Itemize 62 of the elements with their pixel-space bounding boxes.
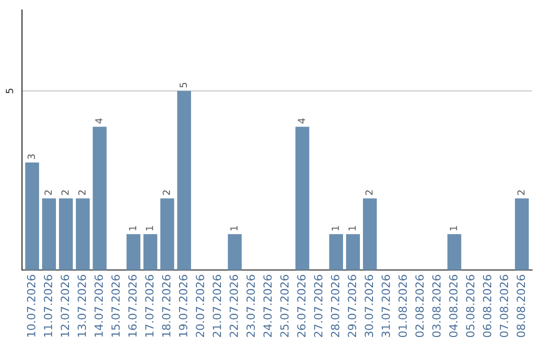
bar bbox=[329, 234, 344, 270]
x-tick-label: 29.07.2026 bbox=[348, 274, 356, 337]
bar bbox=[295, 126, 310, 270]
x-tick-label: 12.07.2026 bbox=[60, 274, 70, 337]
bar bbox=[228, 234, 242, 270]
x-tick-label: 05.08.2026 bbox=[466, 274, 474, 338]
bar bbox=[346, 234, 360, 270]
x-tick-label: 22.07.2026 bbox=[230, 274, 238, 337]
data-label: 3 bbox=[28, 154, 35, 160]
data-label: 2 bbox=[44, 190, 52, 195]
data-label: 2 bbox=[517, 190, 525, 195]
data-label: 5 bbox=[180, 82, 187, 88]
bar bbox=[42, 198, 56, 270]
data-label: 1 bbox=[332, 226, 339, 230]
x-tick-label: 02.08.2026 bbox=[415, 274, 424, 338]
x-tick-label: 06.08.2026 bbox=[482, 274, 492, 338]
x-tick-label: 03.08.2026 bbox=[432, 274, 441, 338]
x-tick-label: 15.07.2026 bbox=[111, 274, 120, 337]
x-tick-label: 21.07.2026 bbox=[212, 274, 222, 337]
bar bbox=[143, 234, 158, 270]
x-tick-label: 16.07.2026 bbox=[128, 274, 137, 337]
x-tick-label: 18.07.2026 bbox=[162, 274, 170, 337]
bar bbox=[92, 126, 107, 270]
data-label: 1 bbox=[450, 226, 457, 230]
bar bbox=[177, 90, 192, 270]
data-label: 2 bbox=[78, 190, 86, 195]
data-label: 2 bbox=[162, 190, 170, 195]
x-tick-label: 24.07.2026 bbox=[263, 274, 272, 337]
x-tick-label: 26.07.2026 bbox=[297, 274, 306, 337]
data-label: 4 bbox=[95, 118, 102, 124]
x-tick-label: 27.07.2026 bbox=[314, 274, 322, 337]
data-label: 1 bbox=[129, 226, 136, 230]
x-tick-label: 11.07.2026 bbox=[44, 274, 52, 337]
x-tick-label: 10.07.2026 bbox=[26, 274, 36, 337]
bar bbox=[514, 198, 529, 270]
x-tick-label: 23.07.2026 bbox=[246, 274, 255, 337]
bar bbox=[58, 198, 73, 270]
x-tick-label: 20.07.2026 bbox=[196, 274, 204, 337]
bar bbox=[160, 198, 174, 270]
data-label: 1 bbox=[348, 226, 356, 230]
data-label: 2 bbox=[61, 190, 69, 195]
data-label: 1 bbox=[230, 226, 238, 230]
x-tick-label: 01.08.2026 bbox=[398, 274, 407, 338]
x-tick-label: 13.07.2026 bbox=[78, 274, 86, 337]
bar bbox=[447, 234, 462, 270]
x-tick-label: 31.07.2026 bbox=[382, 274, 390, 337]
x-tick-label: 14.07.2026 bbox=[94, 274, 103, 337]
x-tick-label: 28.07.2026 bbox=[330, 274, 340, 337]
data-label: 1 bbox=[146, 226, 154, 230]
x-tick-label: 08.08.2026 bbox=[516, 274, 526, 338]
x-tick-label: 04.08.2026 bbox=[449, 274, 458, 338]
x-tick-label: 25.07.2026 bbox=[280, 274, 289, 337]
x-tick-label: 17.07.2026 bbox=[145, 274, 154, 337]
bar bbox=[25, 162, 40, 270]
data-label: 2 bbox=[365, 190, 373, 195]
bar bbox=[126, 234, 140, 270]
x-tick-label: 19.07.2026 bbox=[178, 274, 188, 337]
x-tick-label: 07.08.2026 bbox=[500, 274, 508, 338]
x-tick-label: 30.07.2026 bbox=[364, 274, 374, 337]
bar bbox=[76, 198, 90, 270]
data-label: 4 bbox=[298, 118, 306, 124]
bar bbox=[362, 198, 377, 270]
